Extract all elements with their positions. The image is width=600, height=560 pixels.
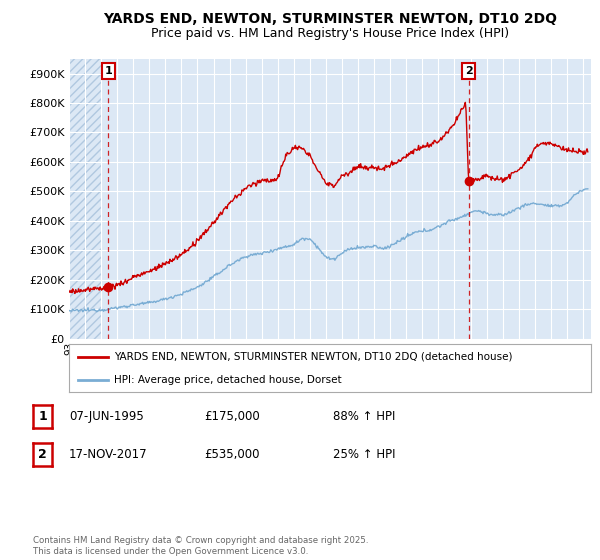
Text: 2: 2: [465, 66, 472, 76]
Text: 25% ↑ HPI: 25% ↑ HPI: [333, 448, 395, 461]
Text: 17-NOV-2017: 17-NOV-2017: [69, 448, 148, 461]
Text: Price paid vs. HM Land Registry's House Price Index (HPI): Price paid vs. HM Land Registry's House …: [151, 27, 509, 40]
Text: 1: 1: [104, 66, 112, 76]
Text: Contains HM Land Registry data © Crown copyright and database right 2025.
This d: Contains HM Land Registry data © Crown c…: [33, 536, 368, 556]
Text: £535,000: £535,000: [204, 448, 260, 461]
Text: 88% ↑ HPI: 88% ↑ HPI: [333, 410, 395, 423]
Text: 2: 2: [38, 448, 47, 461]
Text: 1: 1: [38, 410, 47, 423]
Text: £175,000: £175,000: [204, 410, 260, 423]
Text: 07-JUN-1995: 07-JUN-1995: [69, 410, 144, 423]
Text: HPI: Average price, detached house, Dorset: HPI: Average price, detached house, Dors…: [115, 375, 342, 385]
Text: YARDS END, NEWTON, STURMINSTER NEWTON, DT10 2DQ (detached house): YARDS END, NEWTON, STURMINSTER NEWTON, D…: [115, 352, 513, 362]
Text: YARDS END, NEWTON, STURMINSTER NEWTON, DT10 2DQ: YARDS END, NEWTON, STURMINSTER NEWTON, D…: [103, 12, 557, 26]
Bar: [69, 59, 101, 339]
